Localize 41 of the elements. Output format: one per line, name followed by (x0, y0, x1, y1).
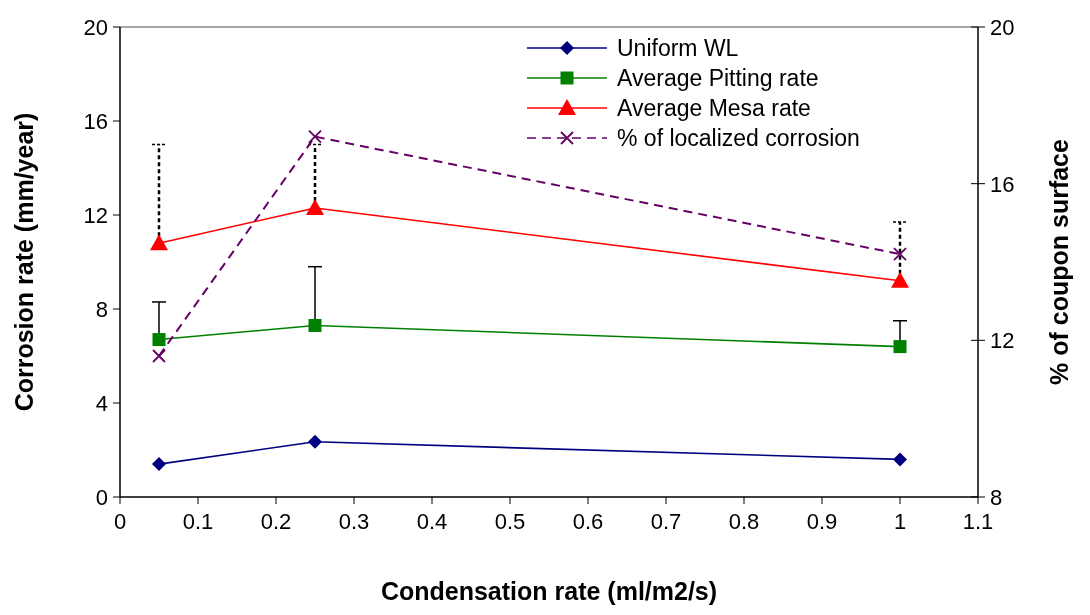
y-tick-label: 20 (83, 15, 108, 40)
x-tick-label: 0.1 (182, 509, 214, 534)
x-axis-title: Condensation rate (ml/m2/s) (380, 577, 718, 605)
legend-label: Average Pitting rate (617, 65, 819, 91)
x-tick-label: 0.7 (650, 509, 682, 534)
point (308, 318, 322, 332)
point (152, 333, 166, 347)
y-axis-title: Corrosion rate (mm/year) (10, 112, 38, 412)
point (308, 129, 322, 144)
y2-tick-label: 12 (990, 328, 1015, 354)
point (891, 271, 909, 288)
point (893, 340, 907, 354)
x-tick-label: 0 (113, 509, 127, 534)
x-tick-label: 0.6 (572, 509, 604, 534)
y-tick-label: 0 (95, 485, 108, 510)
legend-label: % of localized corrosion (617, 125, 860, 151)
point (150, 234, 168, 251)
y2-tick-label: 16 (990, 171, 1015, 197)
y2-tick-label: 20 (990, 15, 1015, 40)
legend-label: Average Mesa rate (617, 95, 811, 121)
y-tick-label: 8 (95, 297, 108, 322)
point (893, 247, 907, 262)
y-tick-label: 16 (83, 109, 108, 134)
point (306, 198, 324, 215)
x-tick-label: 1 (893, 509, 907, 534)
point (152, 457, 166, 472)
x-tick-label: 0.5 (494, 509, 526, 534)
y-tick-label: 12 (83, 203, 108, 228)
y2-tick-label: 8 (990, 485, 1003, 510)
x-tick-label: 0.9 (806, 509, 838, 534)
point (308, 434, 322, 449)
y2-axis-title: % of coupon surface (1045, 138, 1073, 385)
x-tick-label: 0.8 (728, 509, 760, 534)
point (152, 349, 166, 363)
legend-label: Uniform WL (617, 35, 739, 61)
x-tick-label: 0.2 (260, 509, 292, 534)
point (893, 452, 907, 467)
x-tick-label: 0.4 (416, 509, 448, 534)
y-tick-label: 4 (95, 391, 108, 416)
x-tick-label: 1.1 (962, 509, 994, 534)
x-tick-label: 0.3 (338, 509, 370, 534)
